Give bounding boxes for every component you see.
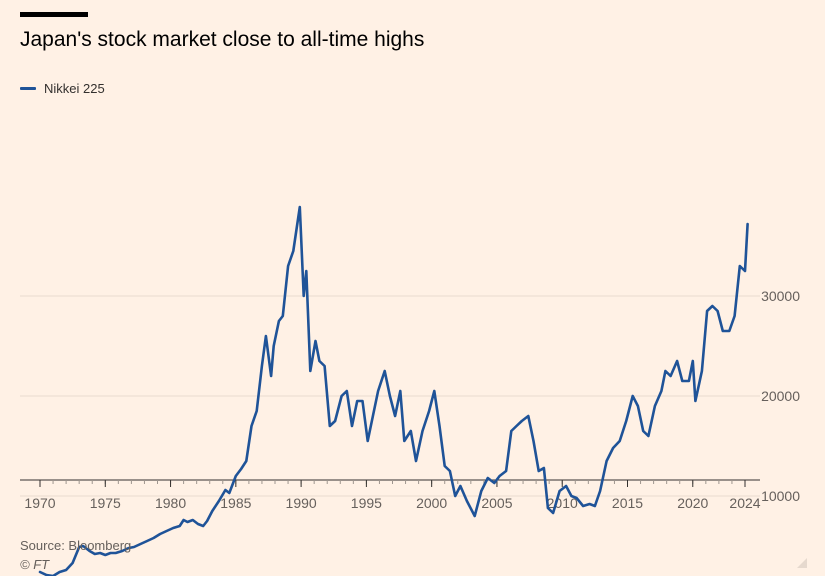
x-tick-label: 2024 xyxy=(729,495,760,511)
x-tick-label: 2015 xyxy=(612,495,643,511)
y-tick-label: 10000 xyxy=(761,488,800,504)
axis-layer: 10000 20000 30000 1970 1975 1980 1985 1990 1995 2… xyxy=(20,288,800,511)
x-tick-label: 1980 xyxy=(155,495,186,511)
brand-rule xyxy=(20,12,88,17)
x-tick-label: 2005 xyxy=(481,495,512,511)
chart-title: Japan's stock market close to all-time h… xyxy=(20,28,425,51)
legend: Nikkei 225 xyxy=(20,81,105,96)
resize-corner-mark xyxy=(797,558,807,568)
ft-credit: © FT xyxy=(20,557,50,572)
series-line-nikkei-225 xyxy=(38,205,749,576)
legend-label: Nikkei 225 xyxy=(44,81,105,96)
x-tick-label: 1975 xyxy=(90,495,121,511)
x-tick-label: 1985 xyxy=(220,495,251,511)
x-tick-label: 2020 xyxy=(677,495,708,511)
x-tick-label: 1990 xyxy=(286,495,317,511)
series-layer xyxy=(38,205,749,576)
legend-swatch xyxy=(20,87,36,90)
x-tick-label: 2000 xyxy=(416,495,447,511)
y-tick-label: 20000 xyxy=(761,388,800,404)
x-tick-label: 1970 xyxy=(24,495,55,511)
y-tick-label: 30000 xyxy=(761,288,800,304)
source-note: Source: Bloomberg xyxy=(20,538,132,553)
x-tick-label: 1995 xyxy=(351,495,382,511)
